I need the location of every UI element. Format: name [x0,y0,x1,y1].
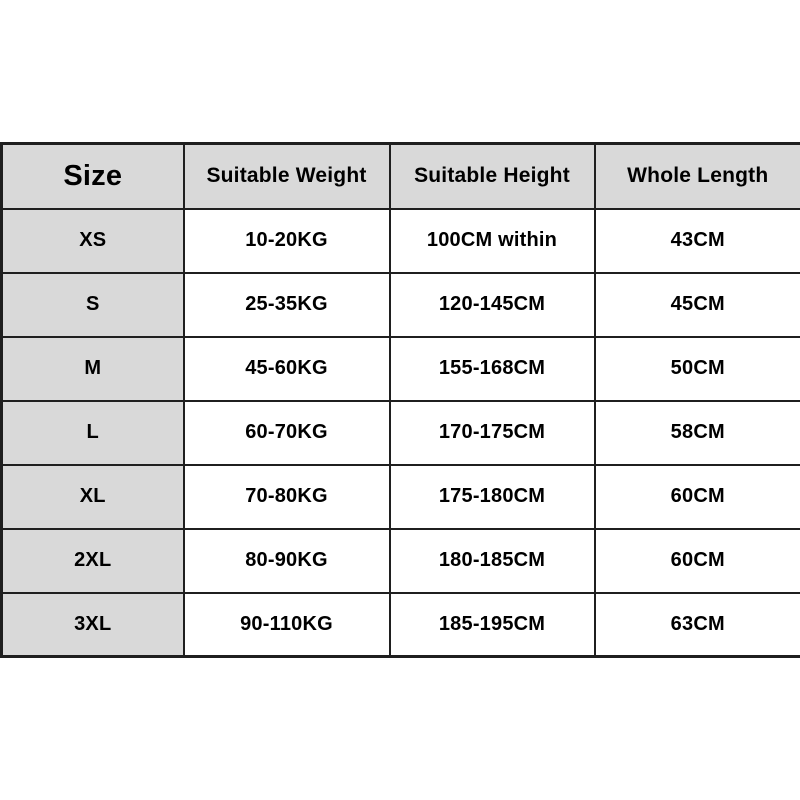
column-header-height: Suitable Height [388,142,596,210]
height-cell: 120-145CM [388,271,596,338]
size-cell: XL [0,463,185,530]
height-cell: 170-175CM [388,399,596,466]
weight-cell: 10-20KG [182,207,391,274]
length-cell: 63CM [593,591,800,658]
size-cell: XS [0,207,185,274]
weight-cell: 80-90KG [182,527,391,594]
length-cell: 50CM [593,335,800,402]
column-header-length: Whole Length [593,142,800,210]
size-cell: L [0,399,185,466]
table-row-xl: XL 70-80KG 175-180CM 60CM [0,463,800,530]
column-header-size: Size [0,142,185,210]
header-row: Size Suitable Weight Suitable Height Who… [0,142,800,210]
size-cell: S [0,271,185,338]
length-cell: 60CM [593,463,800,530]
size-cell: 3XL [0,591,185,658]
height-cell: 175-180CM [388,463,596,530]
size-cell: 2XL [0,527,185,594]
weight-cell: 25-35KG [182,271,391,338]
table-row-3xl: 3XL 90-110KG 185-195CM 63CM [0,591,800,658]
size-cell: M [0,335,185,402]
length-cell: 60CM [593,527,800,594]
weight-cell: 90-110KG [182,591,391,658]
column-header-weight: Suitable Weight [182,142,391,210]
length-cell: 45CM [593,271,800,338]
weight-cell: 70-80KG [182,463,391,530]
length-cell: 43CM [593,207,800,274]
weight-cell: 45-60KG [182,335,391,402]
height-cell: 155-168CM [388,335,596,402]
weight-cell: 60-70KG [182,399,391,466]
height-cell: 180-185CM [388,527,596,594]
table-row-2xl: 2XL 80-90KG 180-185CM 60CM [0,527,800,594]
table-row-xs: XS 10-20KG 100CM within 43CM [0,207,800,274]
length-cell: 58CM [593,399,800,466]
table-row-l: L 60-70KG 170-175CM 58CM [0,399,800,466]
height-cell: 100CM within [388,207,596,274]
table-row-m: M 45-60KG 155-168CM 50CM [0,335,800,402]
size-chart-table: Size Suitable Weight Suitable Height Who… [0,142,800,658]
height-cell: 185-195CM [388,591,596,658]
table-row-s: S 25-35KG 120-145CM 45CM [0,271,800,338]
